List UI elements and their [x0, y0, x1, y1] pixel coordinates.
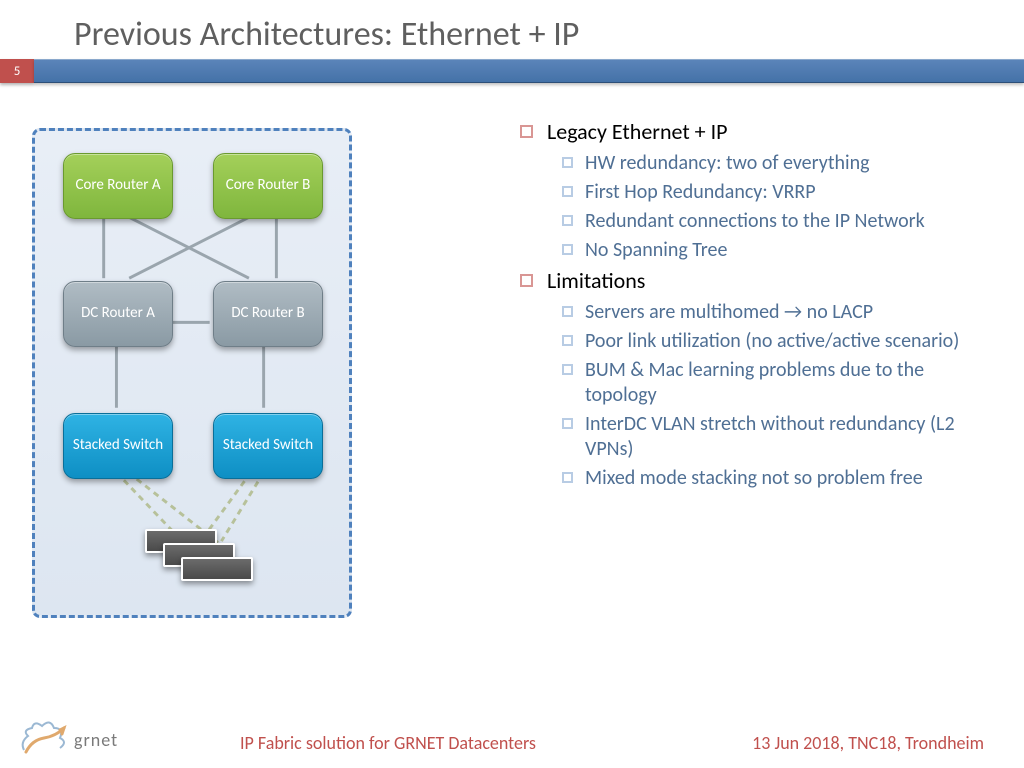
server-stack: [145, 529, 265, 599]
node-dc_a: DC Router A: [63, 281, 173, 347]
bullet-icon: [562, 244, 573, 255]
section-heading: Limitations: [520, 267, 994, 294]
bullet-icon: [562, 306, 573, 317]
server-icon: [181, 557, 253, 581]
sub-bullet: InterDC VLAN stretch without redundancy …: [562, 412, 994, 462]
logo-text: grnet: [74, 729, 118, 751]
header-bar: 5: [0, 59, 1024, 87]
node-core_b: Core Router B: [213, 153, 323, 219]
bullet-icon: [520, 274, 533, 287]
bullet-icon: [562, 472, 573, 483]
logo-icon: [18, 720, 68, 760]
sub-bullet: Servers are multihomed → no LACP: [562, 300, 994, 325]
bullet-icon: [562, 418, 573, 429]
accent-bar: [34, 59, 1024, 83]
node-sw_a: Stacked Switch: [63, 413, 173, 479]
node-dc_b: DC Router B: [213, 281, 323, 347]
sub-bullet: No Spanning Tree: [562, 238, 994, 263]
sub-bullet: Redundant connections to the IP Network: [562, 209, 994, 234]
sub-bullet: Poor link utilization (no active/active …: [562, 329, 994, 354]
footer-right-text: 13 Jun 2018, TNC18, Trondheim: [752, 732, 984, 754]
bullet-icon: [562, 157, 573, 168]
bullet-icon: [562, 186, 573, 197]
bullet-icon: [520, 125, 533, 138]
bullet-list: Legacy Ethernet + IP HW redundancy: two o…: [520, 118, 994, 495]
node-core_a: Core Router A: [63, 153, 173, 219]
logo: grnet: [18, 720, 118, 760]
node-sw_b: Stacked Switch: [213, 413, 323, 479]
page-title: Previous Architectures: Ethernet + IP: [74, 14, 1024, 55]
sub-bullet: First Hop Redundancy: VRRP: [562, 180, 994, 205]
bullet-icon: [562, 364, 573, 375]
sub-bullet: HW redundancy: two of everything: [562, 151, 994, 176]
section-heading: Legacy Ethernet + IP: [520, 118, 994, 145]
bullet-icon: [562, 215, 573, 226]
sub-bullet: Mixed mode stacking not so problem free: [562, 466, 994, 491]
architecture-diagram: Core Router A Core Router B DC Router A DC …: [32, 128, 352, 618]
sub-bullet: BUM & Mac learning problems due to the t…: [562, 358, 994, 408]
bullet-icon: [562, 335, 573, 346]
slide-number-badge: 5: [0, 59, 34, 83]
footer-center-text: IP Fabric solution for GRNET Datacenters: [240, 732, 536, 754]
